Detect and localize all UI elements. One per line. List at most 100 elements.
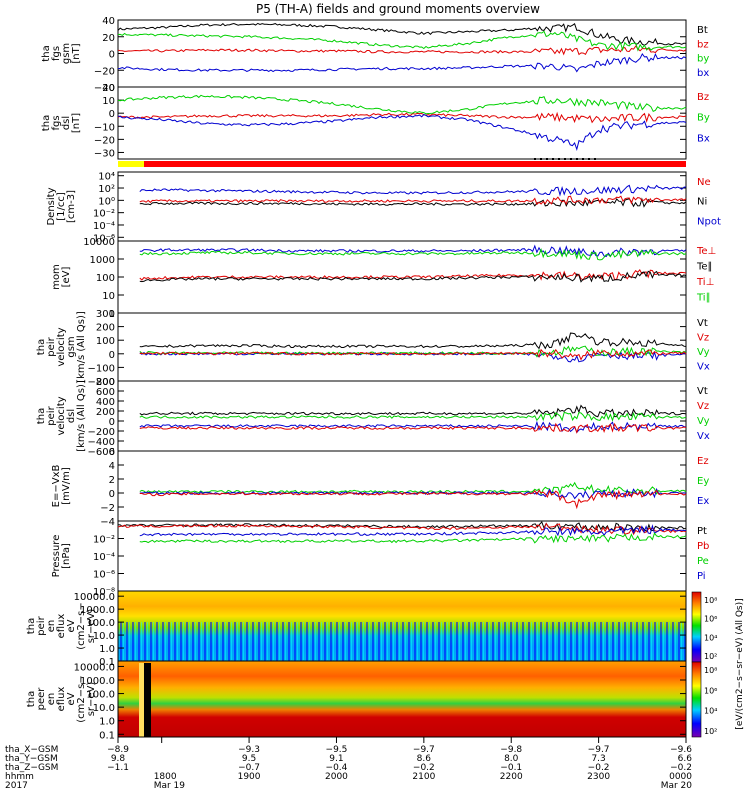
time-row-label: hhmm (5, 772, 34, 782)
legend-entry: Vx (697, 431, 710, 442)
y-axis-label: tha (26, 691, 37, 707)
y-tick-label: 10⁻² (93, 209, 115, 220)
y-tick-label: −4 (100, 517, 115, 528)
y-axis-label: fgs (51, 115, 62, 130)
panel-frame (117, 19, 687, 88)
y-tick-label: 1.0 (99, 717, 115, 728)
panel-frame (117, 660, 687, 738)
y-axis-label: tha (41, 45, 52, 61)
legend-entry: Npot (697, 216, 721, 227)
y-axis-label: [1/cc] (56, 192, 67, 221)
legend-entry: Bx (697, 133, 710, 144)
y-axis-label: velocity (56, 327, 67, 366)
y-axis-label: peer (36, 687, 47, 711)
legend-entry: Ez (697, 456, 709, 467)
y-axis-label: Pressure (51, 535, 62, 578)
colorbar-tick-label: 10⁸ (704, 596, 717, 605)
y-tick-label: 0 (109, 489, 115, 500)
y-axis-label: tha (36, 408, 47, 424)
series-line-Vz (139, 422, 687, 434)
y-tick-label: 0 (109, 50, 115, 61)
y-tick-label: 100.0 (86, 690, 115, 701)
series-line-Ti∥ (139, 247, 687, 261)
y-axis-label: peir (46, 405, 57, 425)
time-row-value: 9.1 (329, 754, 343, 764)
time-row-value: −9.3 (238, 745, 260, 755)
legend-entry: Ne (697, 177, 711, 188)
colorbar-peir: 10⁸ 10⁶ 10⁴ 10² (691, 591, 717, 663)
legend-entry: Vx (697, 362, 710, 373)
y-tick-label: 200 (96, 323, 115, 334)
y-tick-label: 10⁻⁴ (93, 221, 115, 232)
time-row-label: tha_Y−GSM (5, 754, 58, 764)
time-row-value: 6.6 (678, 754, 693, 764)
y-tick-label: 10000.0 (74, 592, 115, 603)
series-line-Te∥ (139, 270, 687, 283)
plot-title: P5 (TH-A) fields and ground moments over… (256, 2, 540, 16)
legend-entry: bz (697, 39, 709, 50)
legend-entry: Te∥ (696, 262, 713, 273)
legend-entry: By (697, 113, 710, 124)
y-tick-label: 1 (109, 309, 115, 320)
y-tick-label: 10000.0 (74, 662, 115, 673)
time-row-value: −8.9 (107, 745, 129, 755)
panel-frame (117, 171, 687, 242)
y-tick-label: −10 (94, 122, 115, 133)
time-row-value: −0.7 (238, 763, 260, 773)
y-tick-label: 600 (96, 387, 115, 398)
y-tick-label: −20 (94, 66, 115, 77)
time-row-value: 9.5 (242, 754, 256, 764)
y-axis-label: eV (66, 619, 77, 632)
panel-velocity-gsm: 300 200 100 0 −100 −200 tha peir velocity gsm [km/… (36, 309, 710, 388)
time-row-value: 1900 (238, 772, 261, 782)
panel-frame (117, 380, 687, 452)
y-axis-label: mom (51, 264, 62, 290)
time-row-value: 9.8 (111, 754, 126, 764)
series-line-Vx (139, 420, 687, 434)
y-tick-label: 300 (96, 309, 115, 320)
series-line-Ti (139, 244, 687, 258)
y-tick-label: 20 (102, 83, 115, 94)
time-row-value: 2200 (500, 772, 523, 782)
series-line-Pe (139, 532, 687, 544)
colorbar-tick-label: 10² (704, 727, 717, 736)
time-row-value: −0.2 (588, 763, 610, 773)
legend-entry: Vt (697, 318, 708, 329)
y-axis-label: dsl (66, 409, 77, 423)
y-axis-label: [cm-3] (66, 190, 77, 223)
y-tick-label: −2 (100, 503, 115, 514)
legend-entry: bx (697, 68, 709, 79)
y-axis-label: [eV] (61, 267, 72, 288)
y-tick-label: −400 (88, 437, 115, 448)
panel-frame (117, 312, 687, 382)
legend-entry: Ti⊥ (696, 277, 714, 288)
y-tick-label: 100.0 (86, 618, 115, 629)
legend-entry: Ti∥ (696, 293, 711, 304)
colorbar-tick-label: 10² (704, 652, 717, 661)
time-row-value: 0000 (669, 772, 692, 782)
legend-entry: Ey (697, 476, 709, 487)
y-tick-label: −40 (94, 83, 115, 94)
time-row-value: −9.7 (588, 745, 610, 755)
y-tick-label: 10² (98, 184, 115, 195)
y-axis-label: Density (46, 187, 57, 225)
y-axis-label: eflux (56, 614, 67, 639)
mode-bar-start (118, 161, 144, 167)
y-tick-label: 10000 (83, 237, 115, 248)
time-row-value: 7.3 (591, 754, 605, 764)
y-tick-label: 1000 (90, 255, 115, 266)
time-row-value: −9.6 (670, 745, 692, 755)
spectrogram-peer-gap-edge (139, 663, 144, 737)
y-tick-label: 10⁻⁶ (93, 233, 115, 244)
time-row-value: 2300 (587, 772, 610, 782)
y-tick-label: 10⁻⁴ (93, 552, 115, 563)
y-tick-label: −200 (88, 427, 115, 438)
legend-entry: Vz (697, 401, 709, 412)
legend-entry: Pi (697, 571, 706, 582)
legend-entry: Bt (697, 25, 708, 36)
panel-pressure: 10⁻² 10⁻⁴ 10⁻⁶ 10⁻⁸ Pressure [nPa] Pt Pb Pe Pi (51, 520, 709, 598)
y-tick-label: 10⁴ (98, 172, 115, 183)
y-tick-label: −30 (94, 148, 115, 159)
time-row-value: −9.5 (326, 745, 348, 755)
